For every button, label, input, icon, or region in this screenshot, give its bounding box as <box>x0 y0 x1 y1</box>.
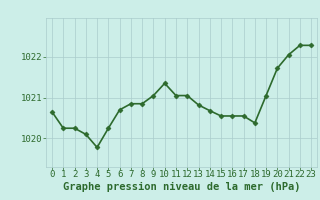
X-axis label: Graphe pression niveau de la mer (hPa): Graphe pression niveau de la mer (hPa) <box>63 182 300 192</box>
